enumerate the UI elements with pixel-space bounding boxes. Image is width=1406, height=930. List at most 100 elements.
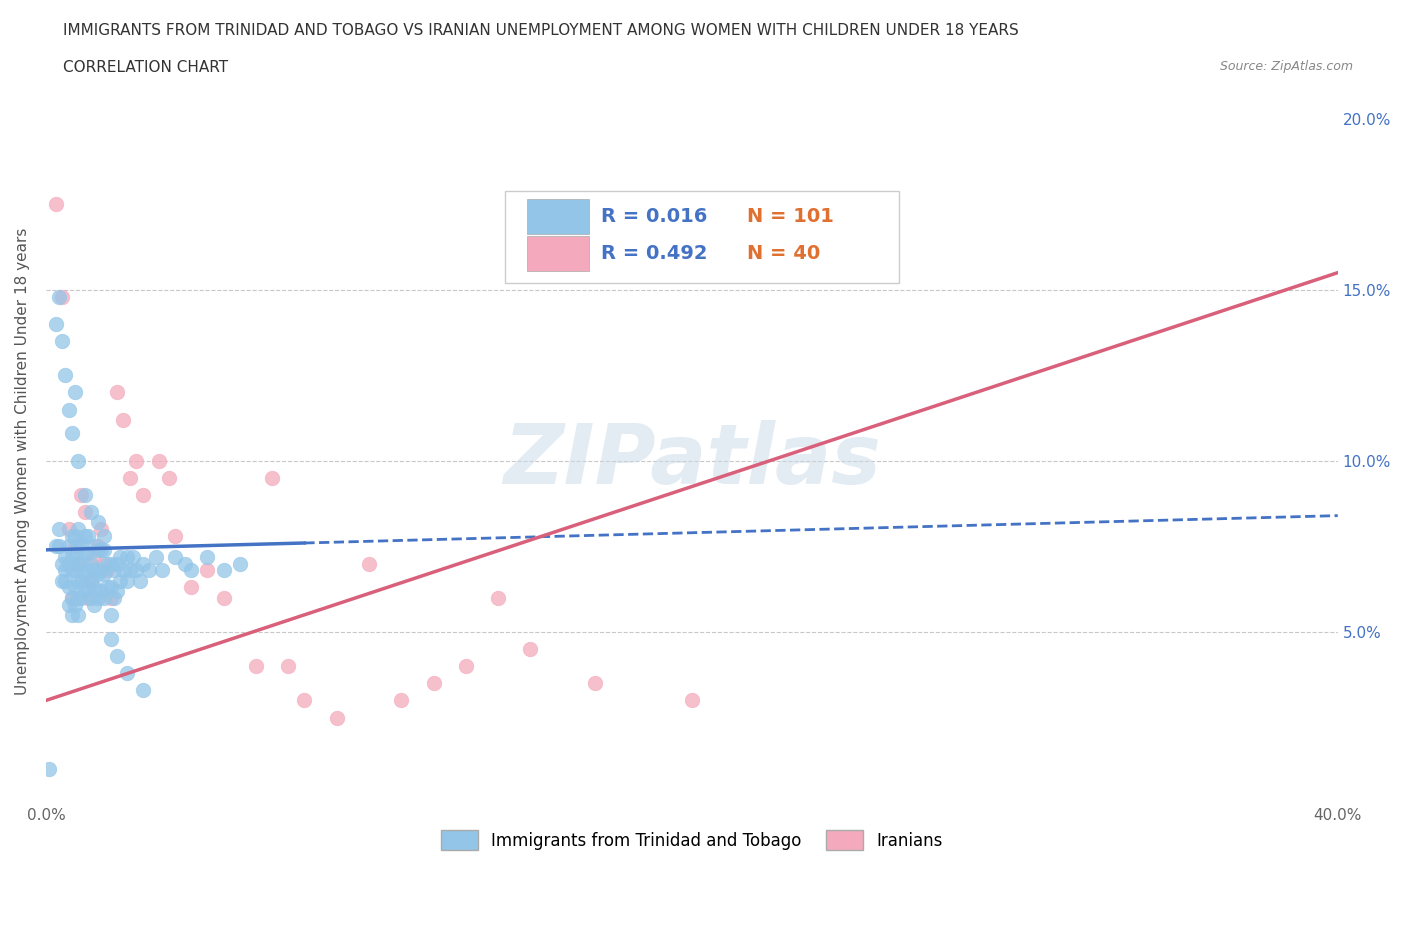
Point [165,529,187,544]
Point [58,580,80,595]
Point [292,693,315,708]
Point [45,197,67,212]
Point [86,566,108,581]
Point [519,642,541,657]
Point [67,556,90,571]
Point [48,522,70,537]
Point [63,580,86,595]
Point [77,580,100,595]
Point [77,529,100,544]
Point [115,573,138,588]
Point [100,591,122,605]
Point [112,412,135,427]
Point [86,591,108,605]
Point [60,426,83,441]
Point [51,289,73,304]
Point [245,658,267,673]
Text: R = 0.016: R = 0.016 [602,207,707,226]
Point [63,563,86,578]
Point [83,563,105,578]
Point [51,334,73,349]
Point [486,591,509,605]
Point [58,556,80,571]
Point [83,550,105,565]
Point [96,563,118,578]
Point [90,583,112,598]
Legend: Immigrants from Trinidad and Tobago, Iranians: Immigrants from Trinidad and Tobago, Ira… [434,824,949,857]
Point [583,676,606,691]
Point [100,607,122,622]
Point [122,550,145,565]
Point [138,563,160,578]
Point [70,536,93,551]
Point [53,563,76,578]
Point [77,546,100,561]
Point [212,563,235,578]
Point [60,591,83,605]
Point [63,539,86,554]
Point [63,597,86,612]
Point [58,597,80,612]
Point [132,487,155,502]
Text: R = 0.492: R = 0.492 [602,244,709,263]
Point [145,550,167,565]
Point [73,505,96,520]
Point [103,591,125,605]
Point [132,556,155,571]
Point [277,658,299,673]
Point [51,556,73,571]
Text: IMMIGRANTS FROM TRINIDAD AND TOBAGO VS IRANIAN UNEMPLOYMENT AMONG WOMEN WITH CHI: IMMIGRANTS FROM TRINIDAD AND TOBAGO VS I… [63,23,1019,38]
Point [105,556,128,571]
Point [105,385,128,400]
Point [67,607,90,622]
Point [83,539,105,554]
Point [51,573,73,588]
Y-axis label: Unemployment Among Women with Children Under 18 years: Unemployment Among Women with Children U… [15,227,30,695]
Point [90,522,112,537]
Point [67,556,90,571]
Point [115,550,138,565]
Point [48,289,70,304]
Point [96,556,118,571]
Point [229,556,252,571]
Point [173,556,195,571]
Point [148,454,170,469]
Point [93,566,115,581]
Point [73,546,96,561]
Text: N = 40: N = 40 [748,244,821,263]
Point [93,529,115,544]
Point [60,529,83,544]
Point [165,550,187,565]
Point [100,631,122,646]
Point [67,522,90,537]
FancyBboxPatch shape [526,199,589,233]
Point [100,580,122,595]
Point [105,583,128,598]
Point [118,471,141,485]
Text: Source: ZipAtlas.com: Source: ZipAtlas.com [1219,60,1353,73]
Point [422,676,444,691]
Point [58,539,80,554]
Point [80,573,103,588]
Point [103,563,125,578]
Point [197,550,219,565]
Text: CORRELATION CHART: CORRELATION CHART [63,60,228,75]
Point [73,583,96,598]
Point [105,648,128,663]
Point [212,591,235,605]
Point [48,539,70,554]
Point [58,402,80,417]
Point [70,573,93,588]
Point [53,368,76,383]
Point [454,658,477,673]
FancyBboxPatch shape [505,191,898,283]
Point [110,573,132,588]
Point [93,556,115,571]
Point [112,563,135,578]
Point [73,529,96,544]
Point [80,556,103,571]
Point [77,563,100,578]
Point [132,683,155,698]
Point [681,693,703,708]
Point [60,563,83,578]
